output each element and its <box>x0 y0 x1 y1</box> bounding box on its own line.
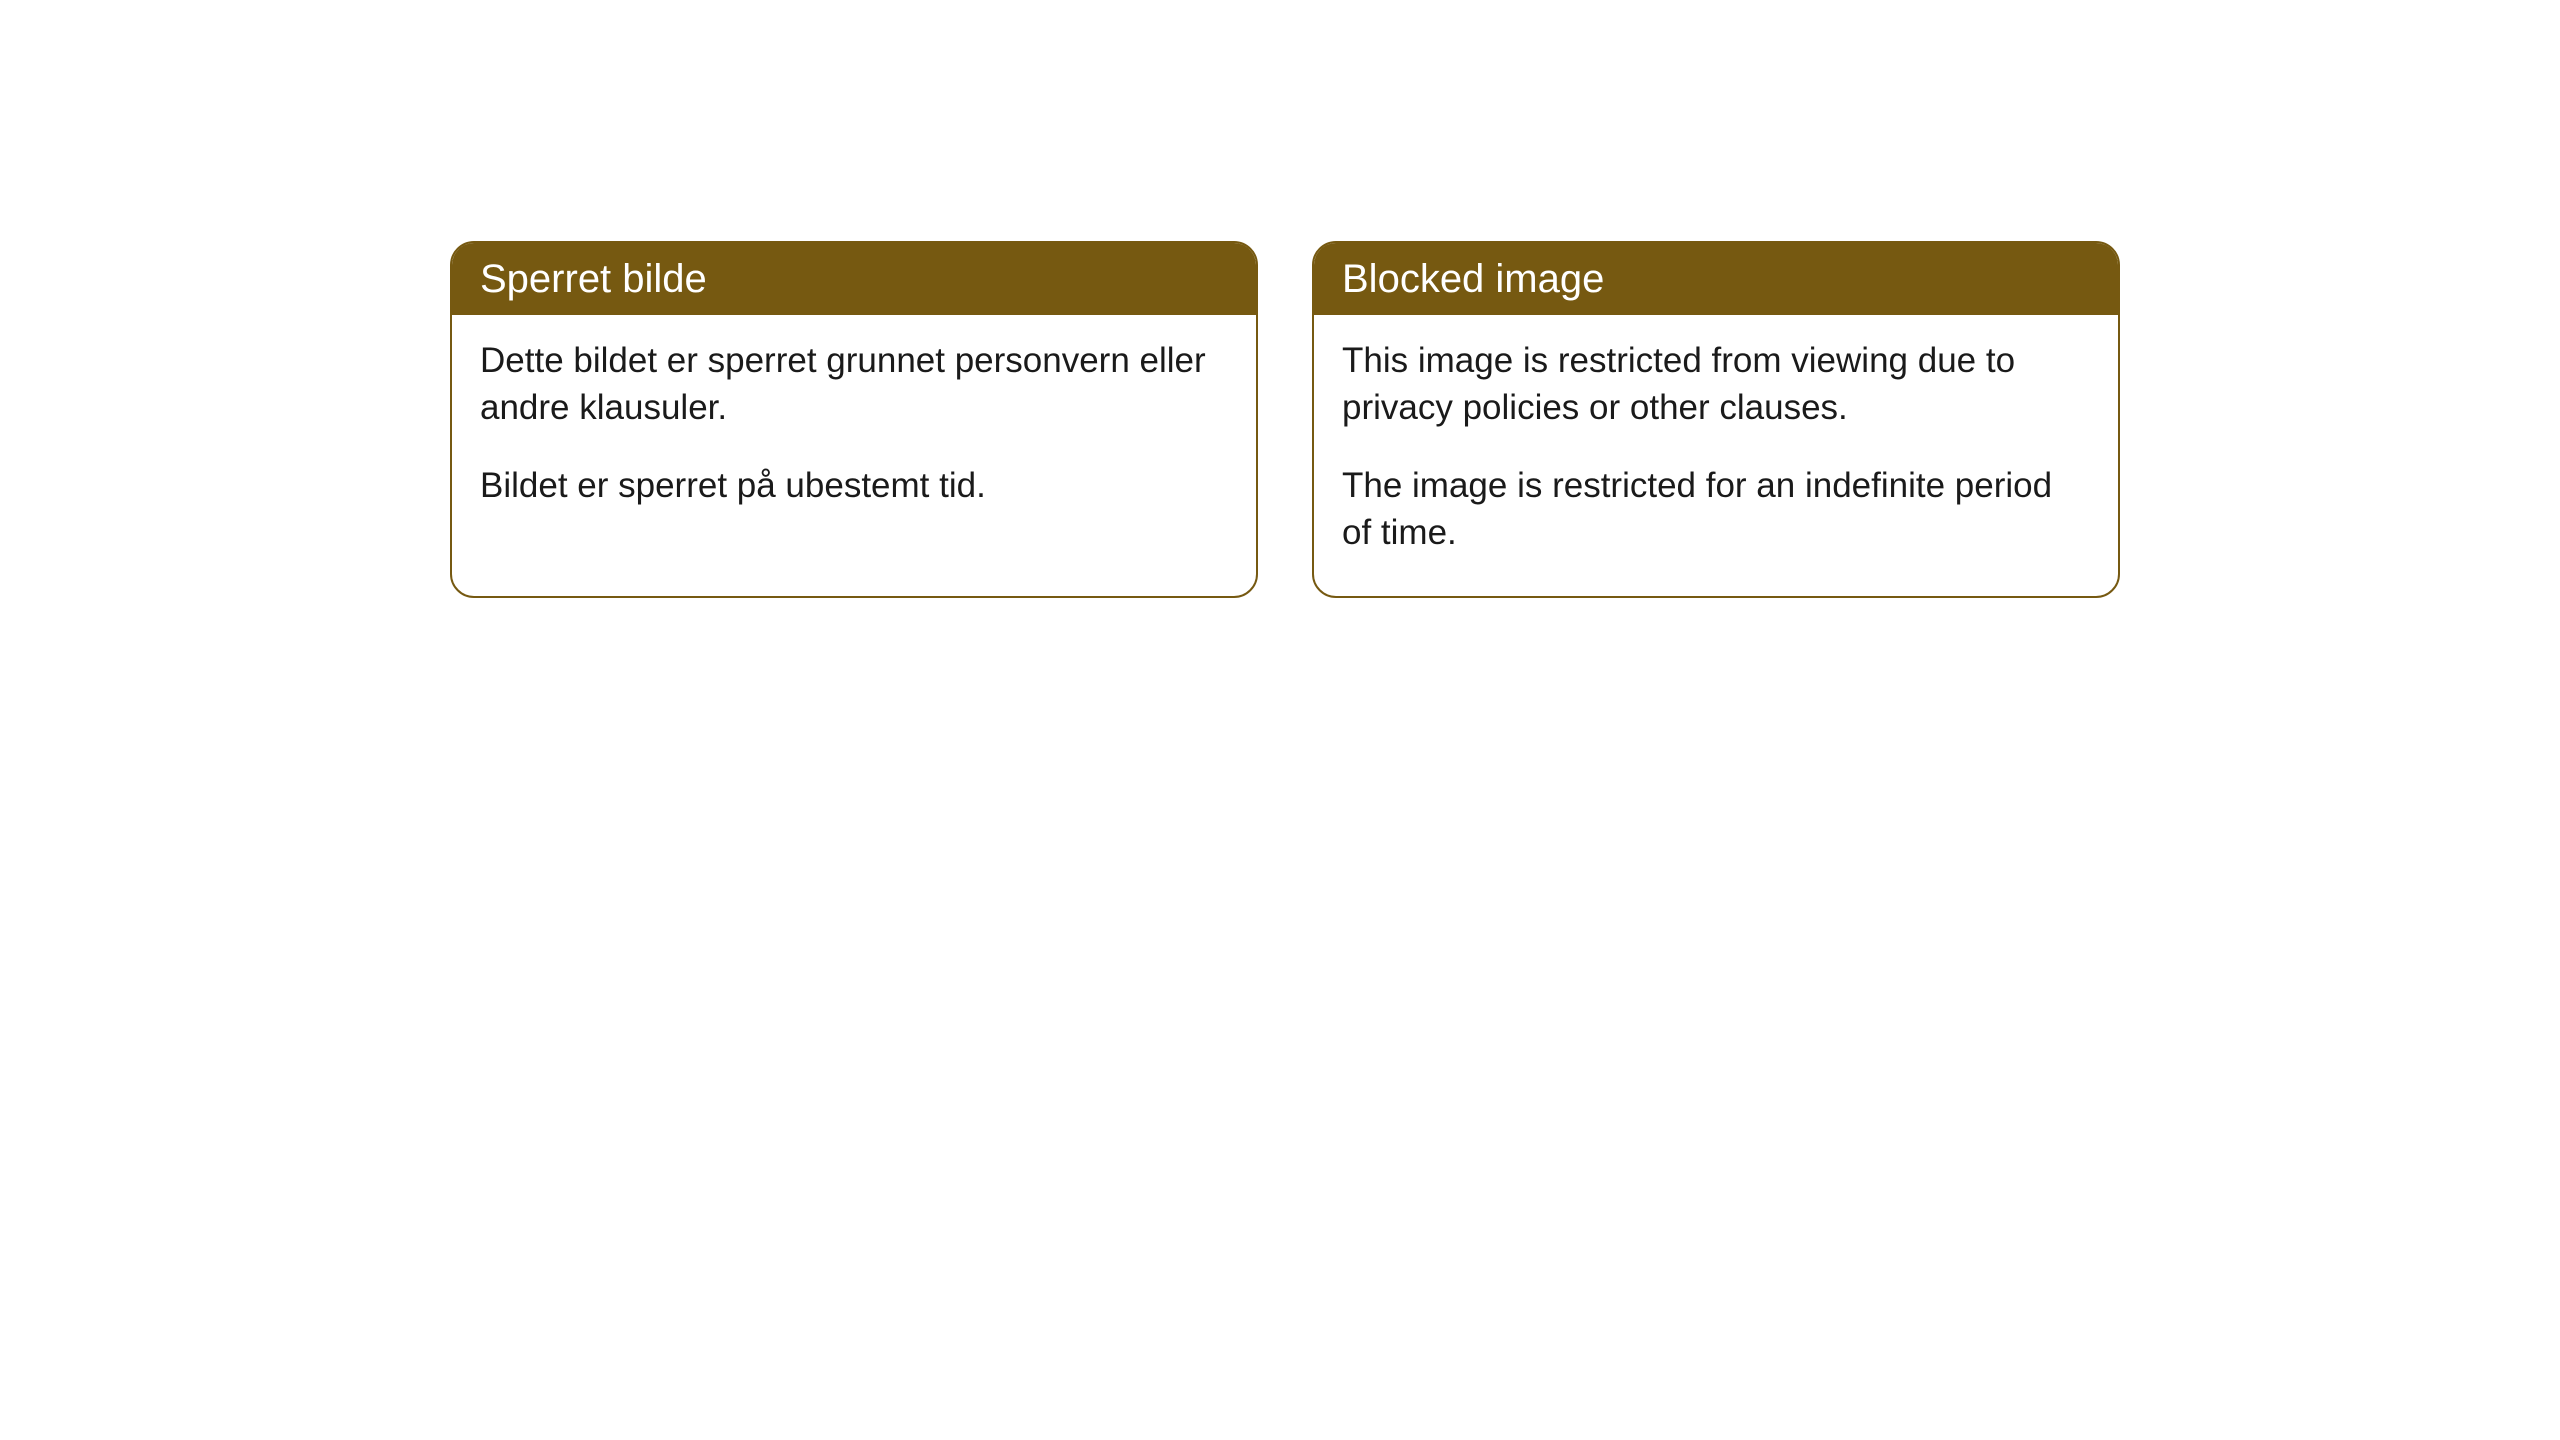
card-header: Sperret bilde <box>452 243 1256 315</box>
card-paragraph: Dette bildet er sperret grunnet personve… <box>480 337 1228 432</box>
card-paragraph: Bildet er sperret på ubestemt tid. <box>480 462 1228 509</box>
card-paragraph: This image is restricted from viewing du… <box>1342 337 2090 432</box>
card-body: Dette bildet er sperret grunnet personve… <box>452 315 1256 549</box>
card-paragraph: The image is restricted for an indefinit… <box>1342 462 2090 557</box>
card-body: This image is restricted from viewing du… <box>1314 315 2118 596</box>
notice-cards-container: Sperret bilde Dette bildet er sperret gr… <box>450 241 2120 598</box>
notice-card-english: Blocked image This image is restricted f… <box>1312 241 2120 598</box>
notice-card-norwegian: Sperret bilde Dette bildet er sperret gr… <box>450 241 1258 598</box>
card-header: Blocked image <box>1314 243 2118 315</box>
